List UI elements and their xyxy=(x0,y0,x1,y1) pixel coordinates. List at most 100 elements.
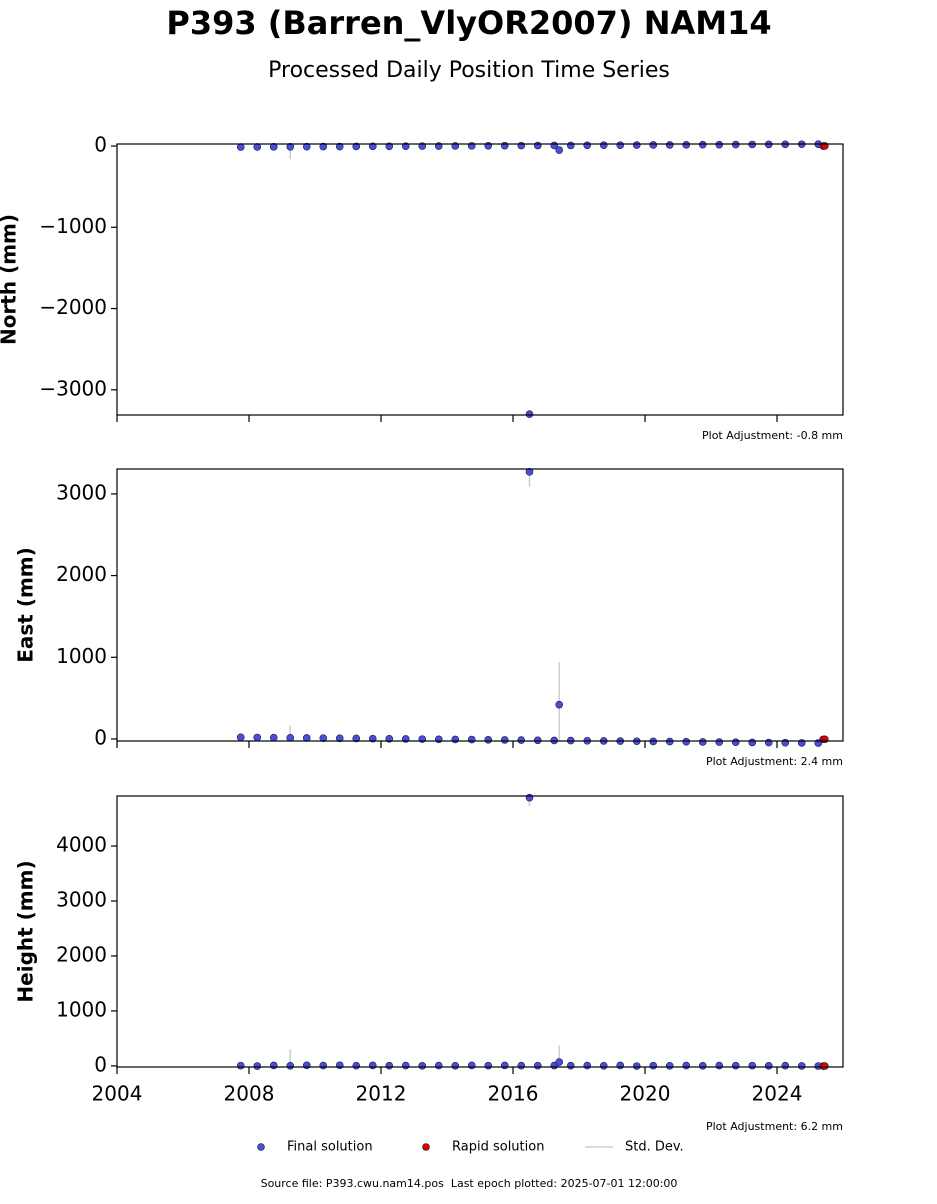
data-point xyxy=(566,141,575,150)
data-point xyxy=(566,1061,575,1070)
plot-adjustment: Plot Adjustment: 2.4 mm xyxy=(706,755,843,768)
data-point xyxy=(781,738,790,747)
data-point xyxy=(555,146,564,154)
x-tick-label: 2024 xyxy=(752,1082,803,1106)
data-point xyxy=(649,141,658,149)
x-tick-label: 2004 xyxy=(92,1082,143,1106)
data-point xyxy=(698,738,707,746)
data-point xyxy=(484,735,493,744)
data-point xyxy=(434,1061,443,1070)
data-point xyxy=(682,141,691,149)
data-point xyxy=(286,734,295,742)
y-tick-label: 1000 xyxy=(56,644,107,668)
data-point xyxy=(821,1062,829,1070)
data-point xyxy=(401,1061,410,1070)
data-point xyxy=(715,738,724,746)
legend-label: Rapid solution xyxy=(452,1140,544,1155)
y-tick-label: 0 xyxy=(94,725,107,749)
y-tick-label: 2000 xyxy=(56,562,107,586)
data-point xyxy=(764,1062,773,1070)
data-point xyxy=(731,1061,740,1070)
x-tick-label: 2008 xyxy=(224,1082,275,1106)
data-point xyxy=(500,1061,509,1070)
data-point xyxy=(599,1061,608,1070)
data-point xyxy=(682,1061,691,1070)
data-point xyxy=(781,1061,790,1070)
y-tick-label: 4000 xyxy=(56,833,107,857)
data-point xyxy=(385,1061,394,1070)
data-point xyxy=(583,141,592,150)
data-point xyxy=(500,141,509,150)
data-point xyxy=(352,734,361,743)
data-point xyxy=(533,736,542,745)
data-point xyxy=(269,1061,278,1070)
data-point xyxy=(715,1061,724,1070)
y-tick-label: 3000 xyxy=(56,480,107,504)
data-point xyxy=(555,1058,564,1066)
data-point xyxy=(236,733,245,742)
data-point xyxy=(467,1061,476,1070)
data-point xyxy=(269,733,278,742)
data-point xyxy=(525,410,534,418)
data-point xyxy=(319,734,328,742)
legend-label: Final solution xyxy=(287,1140,373,1155)
y-tick-label: −1000 xyxy=(39,214,107,238)
data-point xyxy=(517,1061,526,1070)
data-point xyxy=(484,1061,493,1070)
data-point xyxy=(665,141,674,149)
data-point xyxy=(764,738,773,747)
data-point xyxy=(269,143,278,151)
data-point xyxy=(583,1061,592,1070)
data-point xyxy=(319,1061,328,1070)
data-point xyxy=(525,468,534,476)
y-tick-label: 2000 xyxy=(56,942,107,966)
plot-frame xyxy=(116,143,844,416)
y-tick-label: 3000 xyxy=(56,887,107,911)
x-tick-label: 2020 xyxy=(620,1082,671,1106)
data-point xyxy=(236,1061,245,1070)
data-point xyxy=(599,141,608,150)
data-point xyxy=(434,735,443,744)
data-point xyxy=(451,735,460,744)
data-point xyxy=(335,734,344,743)
y-axis-label: East (mm) xyxy=(14,547,38,663)
data-point xyxy=(665,1062,674,1070)
x-tick-label: 2012 xyxy=(356,1082,407,1106)
data-point xyxy=(335,142,344,151)
y-tick-label: −2000 xyxy=(39,295,107,319)
data-point xyxy=(302,142,311,151)
data-point xyxy=(525,793,534,802)
data-point xyxy=(731,738,740,747)
data-point xyxy=(253,1062,262,1070)
data-point xyxy=(555,700,564,709)
y-axis-label: Height (mm) xyxy=(14,860,38,1002)
y-tick-label: 0 xyxy=(94,133,107,157)
data-point xyxy=(500,736,509,744)
data-point xyxy=(335,1061,344,1070)
data-point xyxy=(715,140,724,149)
data-point xyxy=(748,738,757,747)
y-tick-label: 0 xyxy=(94,1052,107,1076)
data-point xyxy=(418,1062,427,1070)
data-point xyxy=(517,736,526,744)
data-point xyxy=(484,141,493,150)
data-point xyxy=(698,140,707,149)
legend-marker xyxy=(257,1143,265,1151)
data-point xyxy=(302,1061,311,1070)
data-point xyxy=(352,142,361,151)
data-point xyxy=(533,1061,542,1070)
legend-marker xyxy=(422,1143,430,1151)
y-tick-label: 1000 xyxy=(56,997,107,1021)
data-point xyxy=(319,142,328,151)
figure-subtitle: Processed Daily Position Time Series xyxy=(268,58,670,83)
data-point xyxy=(632,1062,641,1070)
plot-adjustment: Plot Adjustment: -0.8 mm xyxy=(702,429,843,442)
data-point xyxy=(821,735,829,744)
data-point xyxy=(286,142,295,151)
x-tick-label: 2016 xyxy=(488,1082,539,1106)
data-point xyxy=(748,1061,757,1070)
plot-frame xyxy=(116,795,844,1068)
plot-adjustment: Plot Adjustment: 6.2 mm xyxy=(706,1120,843,1133)
data-point xyxy=(616,1061,625,1070)
data-point xyxy=(649,1061,658,1070)
